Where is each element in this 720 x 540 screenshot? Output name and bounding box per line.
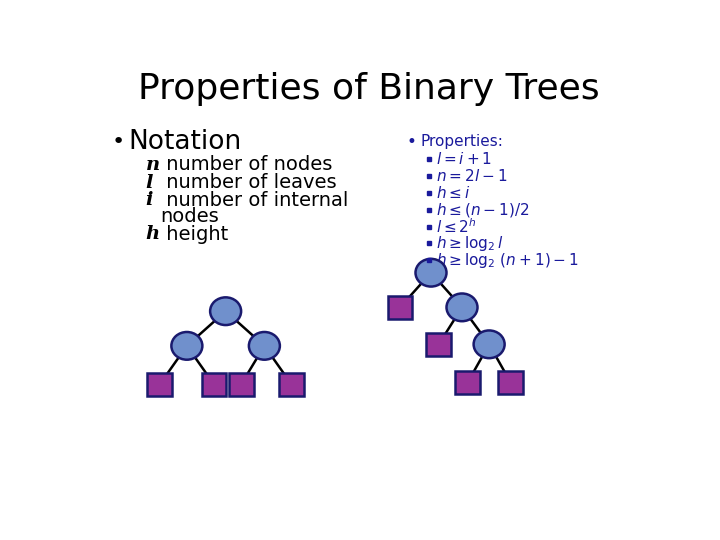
Text: number of leaves: number of leaves — [160, 173, 336, 192]
Text: •: • — [407, 133, 417, 151]
FancyBboxPatch shape — [387, 296, 413, 319]
FancyBboxPatch shape — [229, 373, 253, 396]
Text: $\mathit{l} = \mathit{i}+1$: $\mathit{l} = \mathit{i}+1$ — [436, 151, 492, 167]
Text: height: height — [160, 225, 228, 244]
FancyBboxPatch shape — [202, 373, 226, 396]
Text: number of internal: number of internal — [160, 191, 348, 210]
Text: number of nodes: number of nodes — [160, 156, 332, 174]
Text: $\mathit{h} \leq (\mathit{n}-1)/2$: $\mathit{h} \leq (\mathit{n}-1)/2$ — [436, 200, 530, 219]
Text: $\mathit{n} = 2\mathit{l}-1$: $\mathit{n} = 2\mathit{l}-1$ — [436, 168, 508, 184]
Text: i: i — [145, 191, 153, 210]
Text: nodes: nodes — [160, 207, 218, 226]
FancyBboxPatch shape — [455, 372, 480, 394]
Text: $\mathit{h} \geq \log_2\,(\mathit{n}+1)-1$: $\mathit{h} \geq \log_2\,(\mathit{n}+1)-… — [436, 251, 580, 270]
Ellipse shape — [415, 259, 446, 287]
Ellipse shape — [446, 294, 477, 321]
Text: Notation: Notation — [129, 129, 242, 155]
Text: $\mathit{h} \geq \log_2 \mathit{l}$: $\mathit{h} \geq \log_2 \mathit{l}$ — [436, 234, 504, 253]
Text: $\mathit{l} \leq 2^{\mathit{h}}$: $\mathit{l} \leq 2^{\mathit{h}}$ — [436, 217, 477, 236]
Text: l: l — [145, 174, 153, 192]
FancyBboxPatch shape — [279, 373, 304, 396]
FancyBboxPatch shape — [426, 333, 451, 356]
Text: n: n — [145, 156, 160, 174]
FancyBboxPatch shape — [148, 373, 172, 396]
Text: Properties:: Properties: — [421, 134, 504, 149]
Ellipse shape — [249, 332, 280, 360]
FancyBboxPatch shape — [498, 372, 523, 394]
Text: •: • — [112, 132, 125, 152]
Text: $\mathit{h} \leq \mathit{i}$: $\mathit{h} \leq \mathit{i}$ — [436, 185, 471, 201]
Text: h: h — [145, 225, 160, 243]
Ellipse shape — [171, 332, 202, 360]
Ellipse shape — [474, 330, 505, 358]
Ellipse shape — [210, 298, 241, 325]
Text: Properties of Binary Trees: Properties of Binary Trees — [138, 72, 600, 106]
